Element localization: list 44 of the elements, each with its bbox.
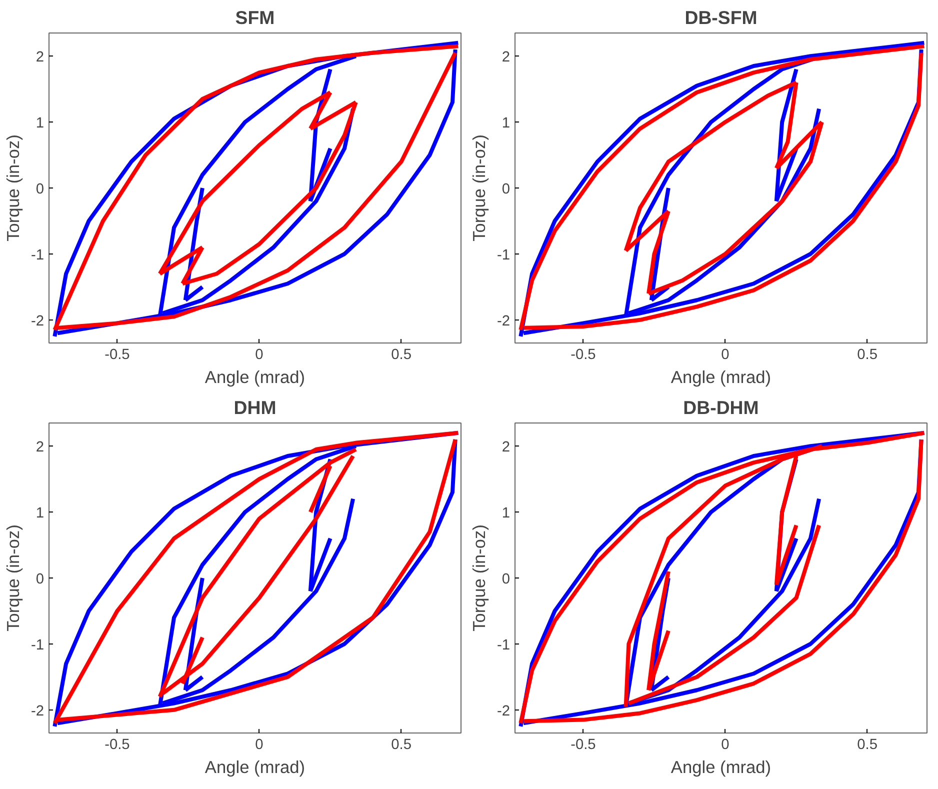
- y-tick-label: 1: [36, 116, 44, 132]
- x-axis-title: Angle (mrad): [204, 757, 306, 777]
- x-tick-label: 0.5: [857, 737, 878, 753]
- x-axis-title: Angle (mrad): [204, 367, 306, 387]
- x-axis-title: Angle (mrad): [670, 367, 772, 387]
- x-axis-title: Angle (mrad): [670, 757, 772, 777]
- y-axis-title: Torque (in-oz): [2, 134, 23, 242]
- x-tick-label: 0: [255, 737, 264, 753]
- x-tick-label: 0.5: [857, 347, 878, 363]
- chart-title: SFM: [235, 7, 275, 28]
- y-axis-title: Torque (in-oz): [468, 134, 489, 242]
- y-tick-label: -1: [496, 637, 510, 654]
- y-tick-label: 0: [502, 572, 510, 588]
- x-tick-label: 0: [721, 737, 730, 753]
- x-tick-label: 0.5: [391, 737, 412, 753]
- y-tick-label: -1: [30, 247, 44, 264]
- y-tick-label: -2: [496, 703, 510, 720]
- y-tick-label: -1: [496, 247, 510, 264]
- y-tick-label: 0: [36, 182, 44, 198]
- y-tick-label: 1: [36, 506, 44, 522]
- x-tick-label: -0.5: [104, 737, 130, 753]
- y-tick-label: 2: [502, 50, 510, 66]
- chart-title: DB-DHM: [683, 397, 759, 418]
- y-tick-label: 0: [502, 182, 510, 198]
- y-tick-label: -2: [496, 313, 510, 330]
- chart-title: DB-SFM: [684, 7, 758, 28]
- y-tick-label: 1: [502, 506, 510, 522]
- y-tick-label: 2: [502, 440, 510, 456]
- x-tick-label: -0.5: [570, 737, 596, 753]
- y-tick-label: 0: [36, 572, 44, 588]
- x-tick-label: -0.5: [570, 347, 596, 363]
- x-tick-label: 0: [721, 347, 730, 363]
- y-tick-label: 2: [36, 440, 44, 456]
- y-tick-label: -2: [30, 313, 44, 330]
- y-tick-label: -1: [30, 637, 44, 654]
- y-tick-label: 2: [36, 50, 44, 66]
- x-tick-label: 0.5: [391, 347, 412, 363]
- chart-title: DHM: [234, 397, 276, 418]
- x-tick-label: -0.5: [104, 347, 130, 363]
- y-axis-title: Torque (in-oz): [2, 524, 23, 632]
- y-tick-label: -2: [30, 703, 44, 720]
- x-tick-label: 0: [255, 347, 264, 363]
- y-axis-title: Torque (in-oz): [468, 524, 489, 632]
- y-tick-label: 1: [502, 116, 510, 132]
